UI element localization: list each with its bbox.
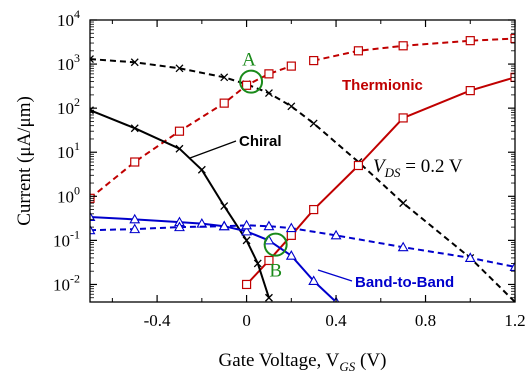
- point-marker-b2b: [285, 250, 297, 260]
- b2b-pointer: [317, 269, 353, 282]
- point-marker-thermionic: [398, 41, 408, 51]
- point-marker-b2b: [397, 241, 409, 252]
- series-line-total: [90, 58, 515, 302]
- point-marker-thermionic: [309, 55, 319, 66]
- point-marker-total: [309, 119, 318, 128]
- point-marker-chiral: [175, 144, 184, 153]
- point-marker-chiral: [220, 202, 229, 211]
- point-marker-b2b: [308, 275, 320, 286]
- point-marker-thermionic: [174, 126, 185, 136]
- axis-labels: -0.4 0 0.4 0.8 1.2 10-2 10-1 100 101 102 103 104 Gat…: [14, 7, 526, 374]
- point-marker-thermionic: [465, 36, 475, 46]
- point-b-circle: [263, 232, 288, 257]
- point-marker-thermionic: [510, 33, 515, 44]
- series-total-0: [90, 55, 515, 302]
- point-marker-chiral: [242, 236, 251, 245]
- y-tick-label: 10-1: [53, 227, 80, 250]
- chiral-label: Chiral: [239, 133, 282, 150]
- point-marker-thermionic: [286, 61, 296, 71]
- series-line-chiral: [90, 109, 270, 299]
- point-a-label: A: [242, 50, 256, 71]
- y-tick-label: 103: [57, 51, 80, 74]
- y-tick-label: 102: [57, 95, 80, 118]
- point-marker-chiral: [253, 259, 262, 268]
- x-tick-label: 0.4: [325, 311, 347, 330]
- point-marker-thermionic: [353, 160, 364, 171]
- point-marker-thermionic: [465, 86, 475, 96]
- y-tick-label: 101: [57, 139, 80, 162]
- point-marker-b2b: [90, 224, 96, 235]
- series-b2b-6: [90, 219, 515, 271]
- point-marker-thermionic: [286, 230, 296, 240]
- point-marker-thermionic: [264, 69, 274, 79]
- point-marker-total: [287, 102, 296, 111]
- x-axis-title: Gate Voltage, VGS (V): [219, 350, 387, 374]
- point-marker-b2b: [218, 220, 230, 231]
- point-marker-chiral: [130, 124, 139, 133]
- point-marker-total: [130, 58, 139, 67]
- plot-frame: [89, 19, 516, 303]
- annotations: Thermionic Chiral Band-to-Band A B VDS = 0.2 …: [189, 50, 463, 291]
- point-marker-b2b: [285, 222, 297, 233]
- point-marker-b2b: [241, 225, 253, 236]
- point-marker-thermionic: [353, 46, 364, 56]
- point-marker-total: [511, 298, 515, 302]
- point-marker-thermionic: [398, 113, 408, 123]
- point-marker-b2b: [241, 219, 253, 230]
- point-marker-b2b: [464, 252, 476, 262]
- point-marker-total: [264, 89, 273, 98]
- point-marker-b2b: [330, 229, 342, 240]
- point-marker-b2b: [509, 261, 515, 271]
- point-marker-chiral: [197, 165, 206, 174]
- point-marker-total: [220, 73, 229, 82]
- point-marker-b2b: [174, 221, 185, 232]
- series-thermionic-1: [90, 61, 296, 203]
- x-tick-label: 1.2: [504, 311, 525, 330]
- axis-ticks: [90, 19, 516, 303]
- point-marker-thermionic: [241, 279, 252, 290]
- point-marker-thermionic: [219, 98, 229, 108]
- y-tick-label: 100: [57, 183, 80, 206]
- chiral-pointer: [189, 140, 237, 159]
- point-marker-thermionic: [309, 204, 319, 215]
- b2b-label: Band-to-Band: [355, 274, 454, 291]
- point-marker-b2b: [129, 213, 141, 224]
- x-tick-label: 0.8: [415, 311, 436, 330]
- series-thermionic-3: [309, 33, 515, 66]
- series-line-b2b: [90, 224, 515, 268]
- point-marker-total: [175, 64, 184, 73]
- x-tick-label: 0: [242, 311, 251, 330]
- point-marker-thermionic: [241, 80, 252, 90]
- vds-label: VDS = 0.2 V: [373, 156, 463, 180]
- series-line-b2b: [90, 216, 337, 302]
- chart-marks: [90, 33, 515, 302]
- point-b-label: B: [269, 261, 282, 282]
- series-b2b-5: [90, 211, 340, 302]
- point-marker-b2b: [90, 211, 96, 222]
- series-thermionic-2: [241, 72, 515, 290]
- thermionic-label: Thermionic: [342, 77, 423, 94]
- point-marker-thermionic: [130, 157, 140, 167]
- y-tick-label: 10-2: [53, 271, 80, 294]
- x-tick-label: -0.4: [144, 311, 171, 330]
- series-line-thermionic: [313, 37, 515, 62]
- y-axis-title: Current (μA/μm): [14, 96, 35, 226]
- point-marker-thermionic: [264, 255, 274, 266]
- point-marker-chiral: [264, 293, 273, 302]
- point-marker-b2b: [129, 223, 141, 234]
- point-marker-total: [399, 199, 408, 208]
- y-tick-label: 104: [57, 7, 80, 30]
- point-marker-total: [90, 55, 94, 64]
- point-marker-b2b: [263, 220, 275, 231]
- point-a-circle: [239, 69, 264, 94]
